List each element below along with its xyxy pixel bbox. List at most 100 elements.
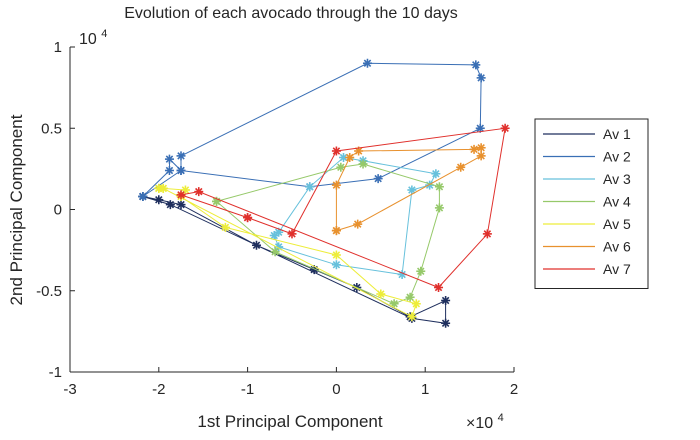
data-point <box>176 151 186 161</box>
data-point <box>416 266 426 276</box>
marker-stroke <box>177 200 185 209</box>
marker-stroke <box>177 166 185 175</box>
marker-stroke <box>271 248 279 256</box>
legend-label: Av 4 <box>603 194 631 210</box>
data-point <box>165 200 175 210</box>
series-4 <box>212 159 444 309</box>
data-point <box>441 318 451 328</box>
legend-item-4: Av 4 <box>543 194 631 210</box>
marker-stroke <box>332 181 341 189</box>
data-point <box>243 213 253 223</box>
data-point <box>407 185 417 195</box>
marker-stroke <box>155 184 163 193</box>
data-point <box>476 73 486 83</box>
data-point <box>500 123 510 133</box>
y-tick-label: 1 <box>54 39 62 56</box>
data-point <box>164 154 174 164</box>
svg-text:10 4: 10 4 <box>79 28 107 48</box>
legend-label: Av 2 <box>603 149 631 165</box>
marker-stroke <box>337 163 345 171</box>
x-exponent-base: ×10 <box>466 415 493 432</box>
data-point <box>469 144 479 154</box>
marker-stroke <box>477 144 485 152</box>
legend: Av 1 Av 2 Av 3 Av 4 Av 5 Av 6 Av 7 <box>534 118 649 289</box>
data-point <box>138 192 148 201</box>
x-tick-label: 0 <box>332 381 340 398</box>
data-point <box>434 203 444 213</box>
data-point <box>358 159 368 169</box>
marker-stroke <box>221 223 230 232</box>
data-point <box>176 190 186 200</box>
marker-stroke <box>359 160 367 168</box>
x-exponent-power: 4 <box>498 412 504 424</box>
axes: -3 -2 -1 0 1 2 -1 -0.5 0 0.5 1 <box>36 39 518 398</box>
marker-stroke <box>166 200 175 209</box>
y-tick-label: 0.5 <box>41 120 62 137</box>
x-tick-label: 1 <box>421 381 429 398</box>
data-point <box>251 240 261 250</box>
marker-stroke <box>195 187 203 196</box>
y-axis-label: 2nd Principal Component <box>7 114 26 305</box>
marker-stroke <box>332 226 341 235</box>
y-tick-label: 0 <box>54 202 62 219</box>
data-point <box>331 226 341 236</box>
x-axis-exponent: ×10 4 <box>466 412 504 432</box>
marker-stroke <box>476 124 485 132</box>
marker-stroke <box>155 196 163 204</box>
data-point <box>331 250 341 260</box>
data-point <box>456 162 466 172</box>
marker-stroke <box>412 300 421 308</box>
y-tick-label: -1 <box>49 364 62 381</box>
svg-text:×10 4: ×10 4 <box>466 412 504 432</box>
marker-stroke <box>435 204 444 212</box>
data-point <box>431 169 441 179</box>
data-point <box>389 299 399 309</box>
legend-label: Av 3 <box>603 171 631 187</box>
marker-stroke <box>353 220 362 228</box>
data-point <box>154 183 164 193</box>
marker-stroke <box>477 74 485 82</box>
data-point <box>411 299 421 309</box>
marker-stroke <box>165 155 174 163</box>
data-point <box>220 222 230 232</box>
legend-label: Av 1 <box>603 126 631 142</box>
data-point <box>194 187 204 197</box>
series-7 <box>176 123 510 292</box>
marker-stroke <box>408 313 416 321</box>
data-point <box>362 58 372 68</box>
legend-item-7: Av 7 <box>543 261 631 277</box>
series-layer <box>138 58 510 328</box>
data-point <box>373 174 383 184</box>
marker-stroke <box>390 300 398 308</box>
marker-stroke <box>435 183 444 191</box>
legend-box <box>534 118 649 289</box>
data-point <box>331 180 341 190</box>
legend-item-6: Av 6 <box>543 239 631 255</box>
y-tick-label: -0.5 <box>36 283 62 300</box>
marker-stroke <box>477 152 485 160</box>
marker-stroke <box>332 147 341 155</box>
data-point <box>434 283 444 292</box>
marker-stroke <box>274 243 283 251</box>
legend-item-3: Av 3 <box>543 171 631 187</box>
marker-stroke <box>483 230 492 238</box>
marker-stroke <box>306 183 314 191</box>
marker-stroke <box>165 166 174 175</box>
data-point <box>434 182 444 192</box>
marker-stroke <box>441 296 450 305</box>
data-point <box>476 151 486 161</box>
marker-stroke <box>270 231 278 240</box>
marker-stroke <box>332 261 341 269</box>
legend-item-5: Av 5 <box>543 216 631 232</box>
marker-stroke <box>408 186 416 194</box>
marker-stroke <box>177 191 185 199</box>
data-point <box>345 153 355 162</box>
marker-stroke <box>243 213 252 222</box>
data-point <box>336 162 346 172</box>
data-point <box>164 166 174 175</box>
data-point <box>476 143 486 153</box>
marker-stroke <box>252 241 261 249</box>
legend-label: Av 6 <box>603 239 631 255</box>
